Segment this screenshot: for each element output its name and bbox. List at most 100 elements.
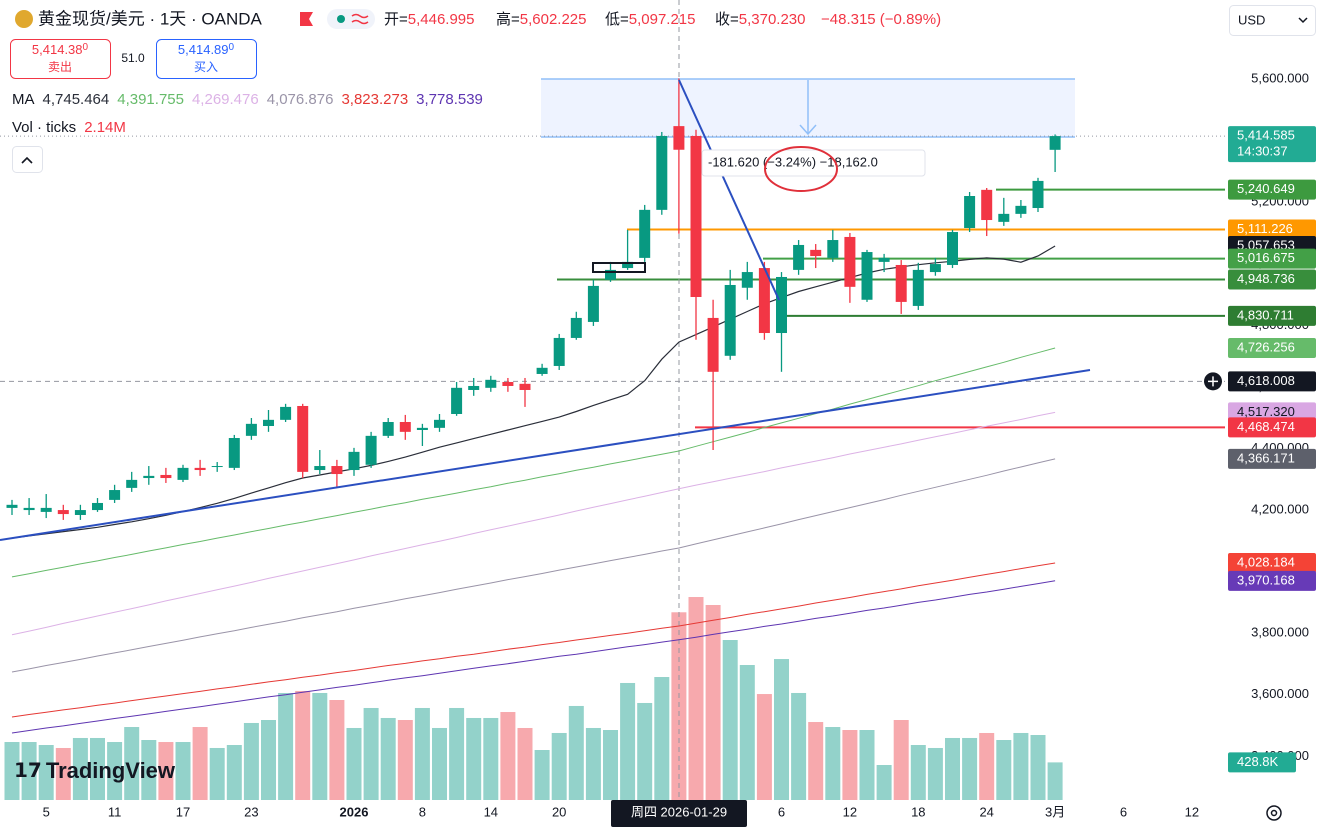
buy-button[interactable] — [156, 39, 257, 79]
price-tag — [1228, 305, 1316, 326]
volume-bar — [449, 707, 465, 800]
trend-line — [678, 79, 780, 301]
ohlc-close: 收=5,370.230 — [715, 11, 806, 28]
collapse-icon[interactable] — [21, 156, 33, 164]
volume-bar — [1013, 732, 1029, 800]
sell-price[interactable]: 5,414.380 — [32, 42, 89, 58]
volume-bar — [893, 720, 909, 800]
volume-bar — [774, 659, 789, 800]
candle-body — [1049, 136, 1061, 150]
volume-bar — [927, 747, 943, 800]
x-tick-label: 12 — [843, 804, 857, 819]
volume-bar — [1047, 762, 1063, 800]
volume-bar — [534, 750, 550, 800]
candle-body — [998, 213, 1010, 222]
buy-price[interactable]: 5,414.890 — [178, 42, 235, 58]
x-tick-label: 17 — [176, 804, 190, 819]
drawing-layer: -181.620 (−3.24%) −18,162.0 — [0, 79, 1091, 541]
volume-bar — [295, 690, 311, 800]
measure-label: -181.620 (−3.24%) −18,162.0 — [708, 154, 878, 169]
price-tag-label: 4,948.736 — [1237, 271, 1295, 286]
volume-bar — [192, 727, 208, 800]
candle-body — [844, 236, 856, 287]
candle-body — [776, 276, 787, 334]
volume-bar — [705, 605, 721, 800]
dropdown-icon[interactable] — [1298, 17, 1308, 24]
brand-logo[interactable]: 𝟭𝟳 TradingView — [14, 758, 176, 783]
x-tick-label: 20 — [552, 804, 566, 819]
candle-body — [143, 475, 155, 479]
volume-bar — [910, 745, 926, 800]
volume-legend: Vol · ticks 2.14M — [12, 119, 126, 136]
volume-bar — [962, 737, 978, 800]
volume-bar — [432, 727, 447, 800]
candle-body — [895, 264, 907, 302]
settings-icon-core[interactable] — [1270, 809, 1278, 817]
price-tag — [1228, 269, 1316, 290]
volume-bar — [363, 707, 379, 800]
sell-button[interactable] — [10, 39, 111, 79]
currency-label[interactable]: USD — [1238, 12, 1265, 27]
ma-value: 4,076.876 — [267, 91, 334, 108]
candle-body — [40, 507, 52, 512]
candle-body — [228, 438, 240, 468]
candle-body — [502, 381, 514, 386]
price-tag-label: 5,111.226 — [1237, 221, 1293, 236]
crosshair-tag — [1228, 371, 1316, 392]
volume-bar — [979, 732, 995, 800]
ma-layer — [11, 245, 1056, 734]
volume-bar — [859, 730, 875, 800]
volume-bar — [21, 742, 37, 800]
volume-bar — [603, 730, 618, 800]
volume-bar — [414, 707, 430, 800]
x-tick-label: 6 — [778, 804, 785, 819]
candle-body — [331, 466, 343, 475]
ma-value: 3,778.539 — [416, 91, 483, 108]
candle-body — [280, 406, 292, 420]
candle-body — [434, 419, 445, 428]
volume-bar — [141, 740, 157, 800]
candle-body — [810, 249, 822, 257]
flag-icon[interactable] — [300, 12, 313, 26]
x-tick-label: 8 — [419, 804, 426, 819]
candle-body — [194, 467, 206, 471]
price-tags: 5,414.58514:30:375,240.6495,111.2265,057… — [1204, 126, 1316, 773]
ohlc-low: 低=5,097.215 — [605, 11, 696, 28]
volume-bar — [517, 727, 533, 800]
candle-body — [912, 269, 924, 306]
candle-body — [605, 269, 616, 280]
volume-bar — [329, 700, 345, 800]
buy-label[interactable]: 买入 — [194, 60, 218, 74]
volume-bar — [346, 727, 362, 800]
candle-body — [451, 387, 463, 414]
sell-label[interactable]: 卖出 — [48, 60, 72, 74]
crosshair-add-icon[interactable] — [1208, 376, 1218, 387]
x-tick-label: 3月 — [1045, 804, 1065, 819]
currency-select[interactable] — [1229, 5, 1316, 36]
symbol-logo — [15, 10, 33, 28]
candle-body — [1015, 205, 1027, 214]
ma-line — [11, 580, 1056, 734]
settings-icon[interactable] — [1266, 805, 1282, 821]
price-tag-label: 3,970.168 — [1237, 572, 1295, 587]
candle-body — [861, 252, 873, 300]
candle-body — [793, 244, 805, 270]
volume-bar — [500, 712, 516, 800]
candle-body — [981, 189, 993, 221]
price-tag-label: 4,366.171 — [1237, 450, 1295, 465]
volume-bar — [483, 717, 499, 800]
x-tick-label: 14 — [484, 804, 498, 819]
candle-body — [827, 240, 839, 258]
price-tag — [1228, 248, 1316, 269]
volume-tag-label: 428.8K — [1237, 754, 1279, 769]
volume-bar — [72, 737, 88, 800]
background-layer — [541, 78, 1075, 138]
candle-body — [1032, 180, 1044, 209]
ohlc-open: 开=5,446.995 — [384, 11, 475, 28]
price-tag-label: 4,028.184 — [1237, 554, 1295, 569]
crosshair-date-box — [611, 800, 747, 827]
y-tick-label: 3,800.000 — [1251, 625, 1309, 640]
x-tick-label: 12 — [1185, 804, 1199, 819]
candle-body — [622, 261, 634, 269]
volume-bar — [226, 745, 242, 800]
